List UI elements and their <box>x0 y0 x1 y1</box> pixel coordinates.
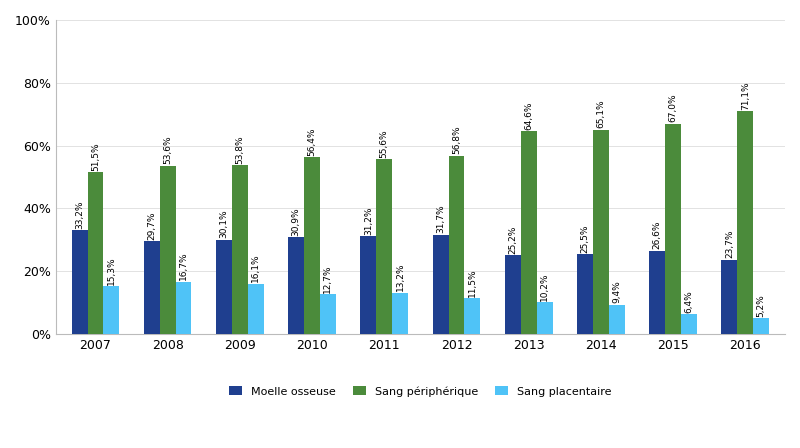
Text: 31,7%: 31,7% <box>436 205 445 233</box>
Bar <box>160 166 175 334</box>
Bar <box>144 241 160 334</box>
Text: 26,6%: 26,6% <box>653 221 662 249</box>
Text: 67,0%: 67,0% <box>669 94 678 122</box>
Bar <box>681 314 697 334</box>
Bar <box>72 230 87 334</box>
Bar <box>320 294 336 334</box>
Bar <box>103 286 119 334</box>
Text: 53,8%: 53,8% <box>235 135 244 164</box>
Text: 16,7%: 16,7% <box>179 252 188 280</box>
Bar <box>521 131 537 334</box>
Text: 65,1%: 65,1% <box>596 100 606 129</box>
Text: 71,1%: 71,1% <box>741 81 750 109</box>
Text: 5,2%: 5,2% <box>757 294 766 317</box>
Bar <box>376 159 392 334</box>
Text: 33,2%: 33,2% <box>75 200 84 228</box>
Bar <box>433 235 449 334</box>
Text: 51,5%: 51,5% <box>91 142 100 171</box>
Text: 53,6%: 53,6% <box>163 136 172 164</box>
Bar <box>754 318 769 334</box>
Text: 11,5%: 11,5% <box>468 268 477 297</box>
Text: 64,6%: 64,6% <box>524 101 533 130</box>
Bar <box>650 250 665 334</box>
Bar <box>449 156 465 334</box>
Bar <box>593 129 609 334</box>
Bar <box>232 165 248 334</box>
Text: 13,2%: 13,2% <box>396 263 405 291</box>
Legend: Moelle osseuse, Sang périphérique, Sang placentaire: Moelle osseuse, Sang périphérique, Sang … <box>223 380 617 402</box>
Text: 9,4%: 9,4% <box>612 280 622 303</box>
Text: 15,3%: 15,3% <box>107 256 116 285</box>
Text: 31,2%: 31,2% <box>364 207 373 235</box>
Text: 25,5%: 25,5% <box>581 224 590 253</box>
Text: 16,1%: 16,1% <box>251 254 260 282</box>
Text: 56,4%: 56,4% <box>307 127 317 156</box>
Bar <box>609 305 625 334</box>
Text: 23,7%: 23,7% <box>725 230 734 258</box>
Text: 10,2%: 10,2% <box>540 272 549 301</box>
Bar <box>361 236 376 334</box>
Bar <box>505 255 521 334</box>
Bar <box>288 237 304 334</box>
Bar <box>248 284 264 334</box>
Text: 55,6%: 55,6% <box>380 129 389 158</box>
Bar <box>304 157 320 334</box>
Bar <box>216 240 232 334</box>
Bar <box>738 111 754 334</box>
Text: 30,1%: 30,1% <box>219 210 229 238</box>
Text: 56,8%: 56,8% <box>452 126 461 155</box>
Text: 30,9%: 30,9% <box>292 207 301 236</box>
Bar <box>175 282 191 334</box>
Bar <box>537 302 553 334</box>
Bar <box>577 254 593 334</box>
Bar <box>392 293 408 334</box>
Bar <box>665 124 681 334</box>
Bar <box>722 260 738 334</box>
Text: 25,2%: 25,2% <box>508 225 518 254</box>
Bar <box>465 298 480 334</box>
Text: 6,4%: 6,4% <box>685 290 694 313</box>
Text: 29,7%: 29,7% <box>147 211 156 240</box>
Bar <box>87 172 103 334</box>
Text: 12,7%: 12,7% <box>323 264 333 293</box>
